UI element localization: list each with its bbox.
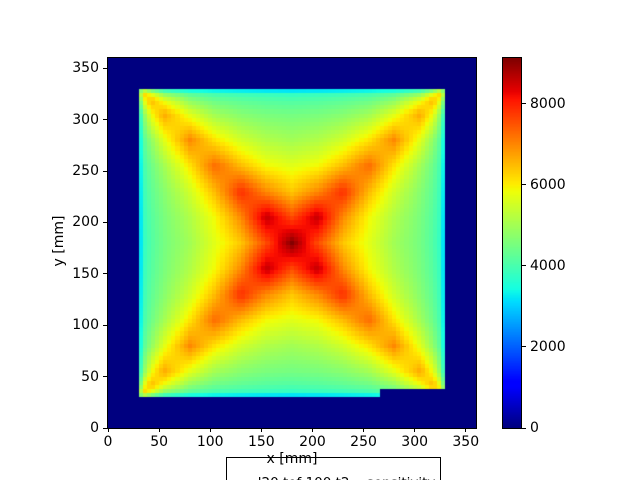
x-tick-label: 200: [299, 434, 326, 450]
colorbar: [502, 57, 522, 429]
y-tick-mark: [103, 119, 107, 121]
x-axis-title: x [mm]: [266, 451, 318, 467]
heatmap-canvas: [108, 58, 476, 428]
y-tick-label: 350: [72, 60, 99, 77]
x-tick-mark: [209, 428, 211, 432]
y-tick-mark: [103, 324, 107, 326]
x-tick-label: 150: [247, 434, 275, 450]
annotation-text: l20.tof 100 t2 . sensitivity: [258, 475, 436, 480]
colorbar-tick-label: 4000: [530, 257, 566, 274]
x-tick-label: 350: [452, 434, 480, 450]
x-tick-mark: [107, 428, 109, 432]
y-tick-label: 250: [72, 163, 99, 180]
colorbar-tick-label: 8000: [530, 95, 566, 112]
x-tick-label: 100: [196, 434, 224, 450]
y-tick-mark: [103, 427, 107, 429]
x-tick-mark: [465, 428, 467, 432]
y-tick-label: 150: [72, 265, 99, 282]
x-tick-label: 250: [350, 434, 377, 450]
colorbar-canvas: [503, 58, 521, 428]
x-tick-label: 0: [103, 434, 113, 450]
colorbar-tick-mark: [522, 184, 526, 186]
colorbar-tick-mark: [522, 346, 526, 348]
x-tick-mark: [260, 428, 262, 432]
colorbar-tick-mark: [522, 103, 526, 105]
plot-axes: l20.tof 100 t2 . sensitivity: [107, 57, 477, 480]
x-tick-mark: [363, 428, 365, 432]
y-tick-mark: [103, 376, 107, 378]
y-tick-label: 200: [72, 214, 99, 231]
colorbar-tick-mark: [522, 265, 526, 267]
y-tick-mark: [103, 67, 107, 69]
y-tick-mark: [103, 221, 107, 223]
colorbar-tick-mark: [522, 427, 526, 429]
x-tick-label: 300: [401, 434, 429, 450]
colorbar-tick-label: 6000: [530, 176, 566, 193]
x-tick-label: 50: [150, 434, 169, 450]
annotation-box: l20.tof 100 t2 . sensitivity: [226, 457, 442, 480]
y-tick-mark: [103, 170, 107, 172]
y-tick-label: 50: [81, 368, 99, 385]
x-tick-mark: [311, 428, 313, 432]
colorbar-tick-label: 0: [530, 420, 539, 436]
x-tick-mark: [414, 428, 416, 432]
y-tick-label: 100: [72, 317, 99, 334]
y-tick-label: 0: [90, 420, 99, 436]
x-tick-mark: [158, 428, 160, 432]
y-tick-label: 300: [72, 111, 99, 128]
colorbar-tick-label: 2000: [530, 338, 566, 355]
y-tick-mark: [103, 273, 107, 275]
